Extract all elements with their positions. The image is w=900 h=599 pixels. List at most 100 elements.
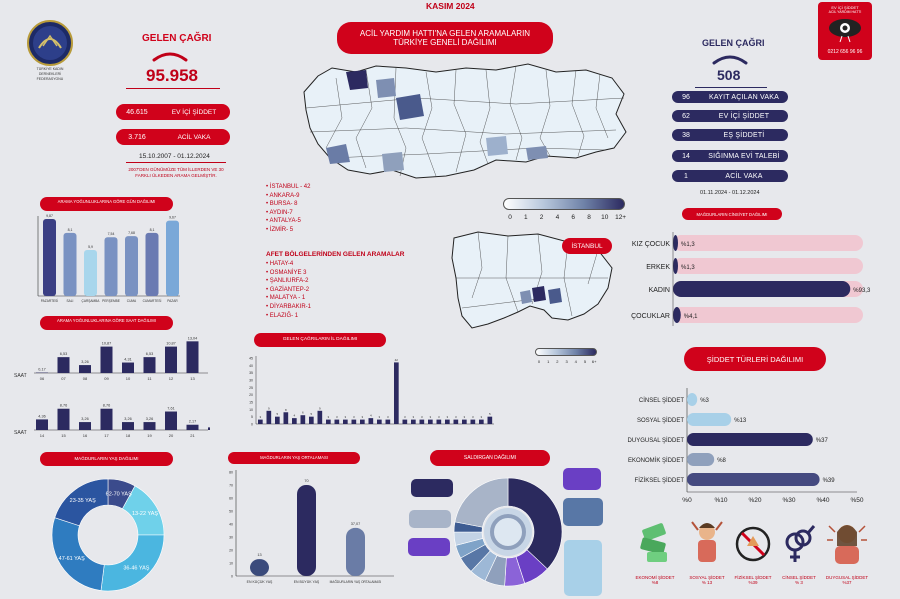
- hour-bar: [36, 419, 48, 430]
- gender-bar: [673, 281, 851, 297]
- emotional-violence-icon: [827, 525, 867, 564]
- right-stat-value: 62: [682, 112, 690, 120]
- province-bar-label: 6: [302, 411, 304, 415]
- right-stat-row: 38 EŞ ŞİDDETİ: [672, 129, 788, 141]
- istanbul-legend-tick: 4: [575, 359, 578, 364]
- violence-icon-pct: % 13: [701, 580, 713, 585]
- age-slice-label: 13-22 YAŞ: [132, 511, 158, 517]
- province-y-tick: 15: [249, 401, 253, 405]
- federation-logo-label: TÜRKİYE KADIN DERNEKLERİ FEDERASYONU: [36, 67, 64, 81]
- province-bar-label: 3: [463, 415, 465, 419]
- violence-bar: [687, 433, 813, 446]
- hour-bar: [100, 408, 113, 430]
- hour-tick-label: 13: [190, 376, 195, 381]
- hour-bar: [57, 357, 70, 373]
- turkey-map: [303, 63, 627, 179]
- age-avg-category: MAĞDURLARIN YAŞ ORTALAMASI: [330, 579, 382, 584]
- province-item: İZMİR- 5: [266, 226, 310, 235]
- federation-logo: [27, 20, 73, 66]
- age-avg-bar: [250, 559, 269, 576]
- province-bar: [377, 419, 382, 424]
- province-bar: [445, 419, 450, 424]
- gender-category: KADIN: [649, 287, 670, 294]
- phone-icon-left: [150, 46, 190, 71]
- left-stat-row: 46.615 EV İÇİ ŞİDDET: [116, 104, 230, 120]
- phone-icon-right: [710, 49, 750, 72]
- istanbul-legend-tick: 5: [584, 359, 587, 364]
- hour-bar-label: 3,26: [124, 417, 131, 421]
- istanbul-legend-tick: 0: [538, 359, 541, 364]
- province-y-tick: 0: [251, 423, 253, 427]
- right-stat-label: SIĞINMA EVİ TALEBİ: [708, 152, 780, 160]
- province-y-tick: 10: [249, 408, 253, 412]
- map-legend-tick: 10: [601, 214, 609, 221]
- hour-bar-label: 3,26: [81, 360, 88, 364]
- hour-bar: [143, 422, 156, 430]
- province-y-tick: 25: [249, 386, 253, 390]
- age-slice: [54, 478, 109, 527]
- attacker-tag: [411, 479, 453, 497]
- attacker-donut-chart: [453, 477, 563, 587]
- hour-bar-label: 3,26: [146, 417, 153, 421]
- hour-bar-label: 6,53: [146, 352, 153, 356]
- violence-x-tick: %40: [816, 497, 829, 504]
- violence-category: CİNSEL ŞİDDET: [639, 397, 684, 404]
- violence-icon-label: DUYGUSAL ŞİDDET: [825, 575, 869, 580]
- province-bar: [266, 410, 272, 424]
- province-bar-label: 3: [404, 415, 406, 419]
- hour-tick-label: 20: [169, 433, 174, 438]
- hour-bar-label: 4,36: [38, 414, 45, 418]
- violence-value-label: %8: [717, 458, 726, 464]
- province-bar: [258, 419, 263, 424]
- age-avg-title: MAĞDURLARIN YAŞ ORTALAMASI: [260, 455, 328, 460]
- istanbul-legend-tick: 2: [556, 359, 559, 364]
- violence-bar: [687, 413, 732, 426]
- right-total-underline: [695, 87, 767, 88]
- gender-symbol-icon: [785, 525, 816, 562]
- right-stat-label: KAYIT AÇILAN VAKA: [709, 93, 779, 101]
- left-total-underline: [126, 88, 220, 89]
- day-chart: 9,87 PAZARTESİ 8,1 SALI 5,9 ÇARŞAMBA 7,54 PERŞE…: [37, 214, 180, 303]
- age-avg-title-box: MAĞDURLARIN YAŞ ORTALAMASI: [228, 452, 360, 464]
- province-chart-title: GELEN ÇAĞRILARIN İL DAĞILIMI: [282, 337, 358, 342]
- violence-value-label: %3: [700, 398, 709, 404]
- gender-value-label: %1,3: [681, 265, 695, 271]
- province-bar-label: 3: [412, 415, 414, 419]
- disaster-item: OSMANİYE 3: [266, 269, 311, 278]
- page-title-box: ACİL YARDIM HATTI'NA GELEN ARAMALARIN TÜ…: [337, 22, 553, 54]
- age-slice: [51, 517, 105, 591]
- province-bar: [292, 418, 297, 424]
- hour-tick-label: 10: [126, 376, 131, 381]
- istanbul-legend-ticks: 0 1 2 3 4 5 6+: [538, 359, 597, 364]
- province-bar-label: 3: [361, 415, 363, 419]
- left-note: 2007'DEN GÜNÜMÜZE TÜM İLLERDEN VE 30 FAR…: [128, 167, 224, 178]
- province-bar-label: 3: [378, 415, 380, 419]
- province-bar-label: 3: [429, 415, 431, 419]
- violence-icon-item: DUYGUSAL ŞİDDET %37: [820, 516, 874, 585]
- province-bar: [385, 419, 391, 424]
- age-donut-title-box: MAĞDURLARIN YAŞ DAĞILIMI: [40, 452, 173, 466]
- violence-category: DUYGUSAL ŞİDDET: [628, 437, 685, 444]
- hour-bar-label: 10,87: [102, 342, 112, 346]
- attacker-center-ring: [490, 514, 526, 550]
- province-bar-label: 42: [395, 358, 399, 362]
- day-category-label: CUMARTESİ: [143, 298, 162, 303]
- disaster-item: ŞANLIURFA-2: [266, 277, 311, 286]
- province-bar: [453, 419, 459, 424]
- gender-bar: [673, 307, 681, 323]
- attacker-tag: [409, 510, 451, 528]
- violence-icon-item: FİZİKSEL ŞİDDET %39: [728, 520, 778, 585]
- hour-tick-label: 21: [190, 433, 195, 438]
- istanbul-map: [451, 231, 613, 329]
- province-bar: [368, 418, 374, 424]
- province-y-tick: 5: [251, 415, 253, 419]
- day-bar-label: 9,67: [169, 216, 176, 220]
- province-item: İSTANBUL - 42: [266, 183, 311, 192]
- age-avg-bar-label: 70: [304, 479, 308, 483]
- right-date-range: 01.11.2024 - 01.12.2024: [700, 190, 760, 196]
- province-bar: [317, 410, 323, 424]
- left-stat-label: EV İÇİ ŞİDDET: [171, 108, 217, 116]
- age-donut-chart: 62-70 YAŞ 13-22 YAŞ 36-46 YAŞ 47-61 YAŞ 23-3…: [51, 478, 165, 592]
- province-bar-label: 3: [421, 415, 423, 419]
